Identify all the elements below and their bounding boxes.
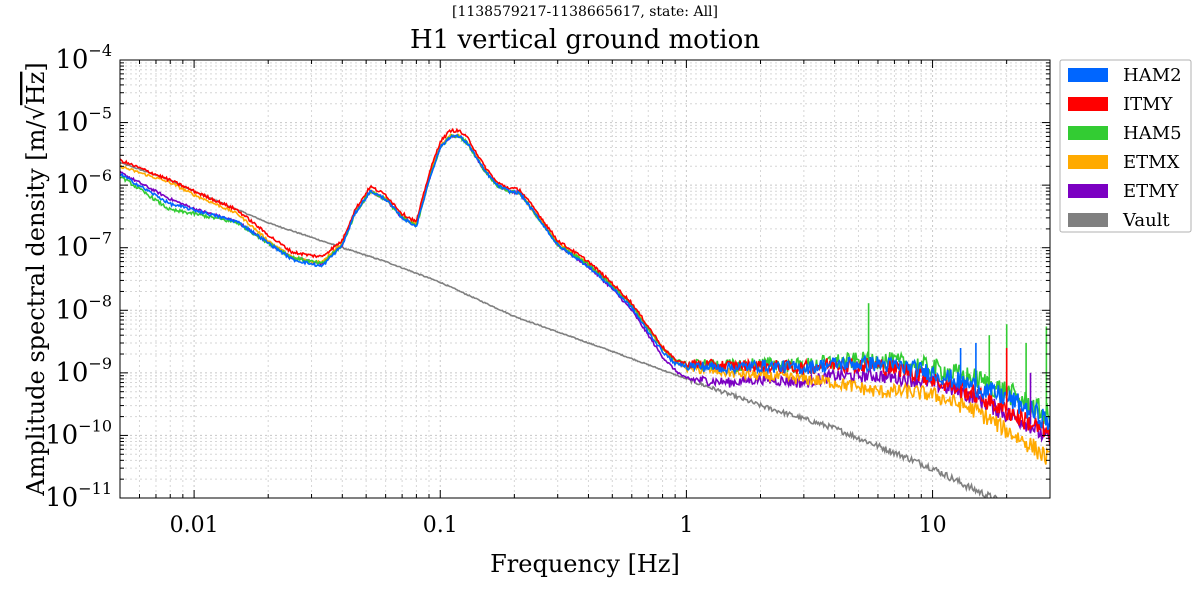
legend-swatch-ham5: [1068, 126, 1108, 140]
y-tick-label: 10−7: [55, 229, 112, 263]
legend-swatch-vault: [1068, 213, 1108, 227]
x-tick-labels: 0.01 0.1 1 10: [170, 513, 947, 538]
y-tick-mantissa: 10: [55, 233, 88, 263]
sqrt-symbol: √: [22, 105, 50, 121]
chart-subtitle: [1138579217-1138665617, state: All]: [452, 4, 718, 20]
x-tick-label: 1: [679, 513, 693, 538]
y-tick-label: 10−11: [45, 479, 112, 513]
y-tick-exponent: −5: [88, 104, 112, 123]
series-line-ham2: [120, 134, 1050, 431]
legend-swatch-etmx: [1068, 155, 1108, 169]
series-line-etmx: [120, 133, 1050, 465]
y-tick-label: 10−4: [55, 41, 112, 75]
y-tick-label: 10−6: [55, 166, 112, 200]
legend-label-vault: Vault: [1122, 210, 1170, 231]
legend-swatch-ham2: [1068, 68, 1108, 82]
y-tick-exponent: −10: [78, 416, 112, 435]
legend-label-ham2: HAM2: [1123, 65, 1182, 86]
series-line-etmy: [120, 134, 1050, 447]
legend-label-etmx: ETMX: [1123, 152, 1180, 173]
y-axis-label-radicand: Hz: [22, 72, 50, 106]
plot-frame: [119, 59, 1051, 499]
y-tick-mantissa: 10: [55, 45, 88, 75]
y-tick-mantissa: 10: [45, 420, 78, 450]
y-tick-exponent: −7: [88, 229, 112, 248]
y-axis-label-suffix: ]: [22, 62, 50, 71]
legend-swatch-itmy: [1068, 97, 1108, 111]
legend-label-ham5: HAM5: [1123, 123, 1182, 144]
y-axis-label-text: Amplitude spectral density [m/√Hz]: [22, 62, 50, 496]
y-axis-label-prefix: Amplitude spectral density [m/: [22, 120, 50, 497]
grid: [119, 59, 1051, 499]
plot-area: [120, 127, 1050, 498]
y-tick-label: 10−8: [55, 291, 112, 325]
y-tick-exponent: −11: [78, 479, 112, 498]
legend-label-etmy: ETMY: [1123, 181, 1180, 202]
y-tick-mantissa: 10: [45, 483, 78, 513]
y-tick-mantissa: 10: [55, 295, 88, 325]
y-tick-exponent: −9: [88, 354, 112, 373]
y-tick-exponent: −8: [88, 291, 112, 310]
series-line-vault: [120, 161, 1000, 498]
y-tick-label: 10−10: [45, 416, 112, 450]
legend-swatch-etmy: [1068, 184, 1108, 198]
axis-ticks: [119, 59, 1051, 499]
y-tick-mantissa: 10: [55, 358, 88, 388]
x-tick-label: 0.1: [423, 513, 458, 538]
y-tick-mantissa: 10: [55, 170, 88, 200]
legend: HAM2 ITMY HAM5 ETMX ETMY Vault: [1059, 59, 1192, 233]
y-tick-exponent: −4: [88, 41, 112, 60]
y-tick-exponent: −6: [88, 166, 112, 185]
y-axis-label: Amplitude spectral density [m/√Hz]: [22, 62, 50, 496]
y-tick-label: 10−5: [55, 104, 112, 138]
x-tick-label: 10: [919, 513, 947, 538]
x-axis-label: Frequency [Hz]: [490, 550, 680, 578]
legend-label-itmy: ITMY: [1123, 94, 1174, 115]
y-tick-mantissa: 10: [55, 108, 88, 138]
x-tick-label: 0.01: [170, 513, 219, 538]
y-tick-label: 10−9: [55, 354, 112, 388]
chart-title: H1 vertical ground motion: [410, 25, 760, 55]
